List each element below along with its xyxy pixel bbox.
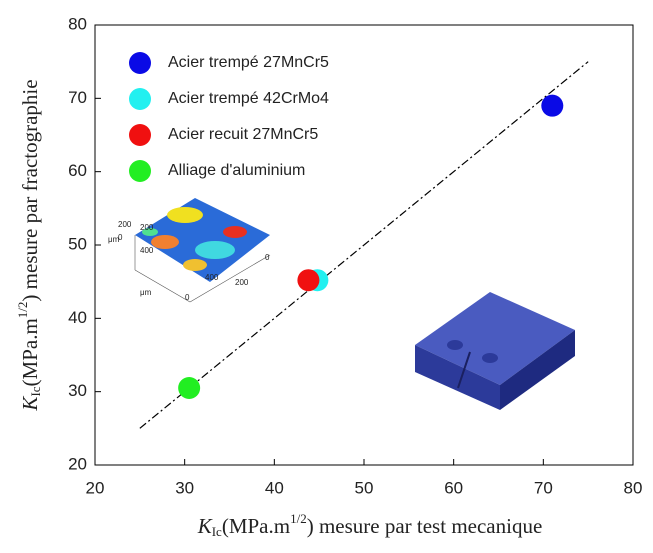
legend-label: Acier recuit 27MnCr5 — [168, 126, 318, 143]
y-label-k: K — [18, 396, 42, 412]
inset-label: 0 — [118, 233, 123, 242]
point — [178, 377, 201, 399]
x-tick-label: 80 — [624, 478, 643, 497]
x-tick-label: 60 — [444, 478, 463, 497]
x-label-sup: 1/2 — [290, 511, 307, 526]
legend-marker — [129, 52, 151, 74]
surface-inset — [134, 198, 271, 303]
y-tick-label: 50 — [68, 234, 87, 253]
x-tick-label: 40 — [265, 478, 284, 497]
specimen-block — [415, 292, 575, 410]
inset-label: 200 — [140, 223, 154, 232]
legend-label: Alliage d'aluminium — [168, 162, 305, 179]
legend-marker — [129, 124, 151, 146]
x-axis-label: KIc(MPa.m1/2) mesure par test mecanique — [197, 511, 543, 539]
y-tick-label: 70 — [68, 88, 87, 107]
inset-label: μm — [140, 288, 152, 297]
x-label-sub: Ic — [212, 524, 222, 539]
y-tick-label: 80 — [68, 14, 87, 33]
y-tick-label: 30 — [68, 381, 87, 400]
y-tick-label: 20 — [68, 454, 87, 473]
y-tick-label: 40 — [68, 308, 87, 327]
legend-marker — [129, 160, 151, 182]
inset-label: 400 — [140, 246, 154, 255]
y-label-mid: (MPa.m — [18, 318, 42, 386]
x-label-k: K — [197, 514, 213, 538]
y-tick-label: 60 — [68, 161, 87, 180]
legend-label: Acier trempé 42CrMo4 — [168, 90, 329, 107]
inset-label: μm — [108, 235, 120, 244]
x-label-rest: ) mesure par test mecanique — [307, 514, 543, 538]
y-axis-label: KIc(MPa.m1/2) mesure par fractographie — [15, 79, 43, 411]
point — [541, 94, 564, 117]
inset-label: 0 — [265, 253, 270, 262]
reference-line — [139, 61, 589, 429]
x-tick-label: 70 — [534, 478, 553, 497]
x-label-mid: (MPa.m — [222, 514, 290, 538]
legend-marker — [129, 88, 151, 110]
x-tick-label: 30 — [175, 478, 194, 497]
point — [297, 269, 320, 292]
y-label-sub: Ic — [28, 386, 43, 396]
inset-label: 400 — [205, 273, 219, 282]
y-label-sup: 1/2 — [15, 302, 30, 319]
legend-label: Acier trempé 27MnCr5 — [168, 54, 329, 71]
inset-label: 0 — [185, 293, 190, 302]
x-tick-label: 50 — [355, 478, 374, 497]
y-label-rest: ) mesure par fractographie — [18, 79, 42, 301]
inset-label: 200 — [118, 220, 132, 229]
inset-label: 200 — [235, 278, 249, 287]
x-tick-label: 20 — [86, 478, 105, 497]
